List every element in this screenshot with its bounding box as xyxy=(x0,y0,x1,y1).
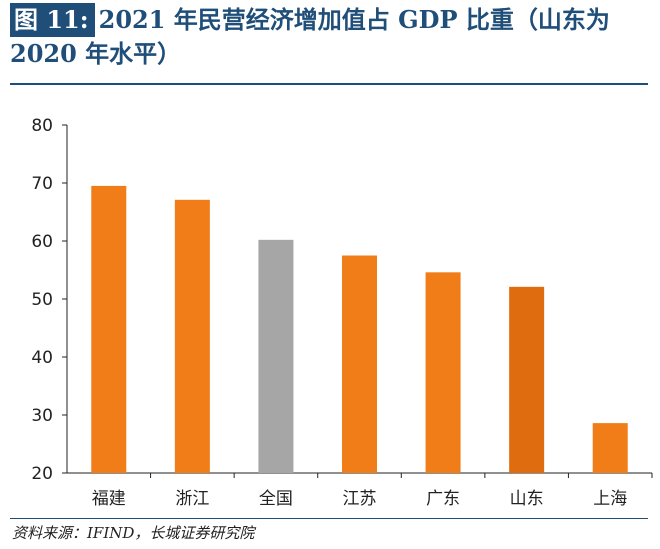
label-layer: 福建 浙江 全国 江苏 广东 山东 上海 xyxy=(92,489,627,509)
title-divider xyxy=(10,83,648,85)
y-tick-label: 50 xyxy=(31,290,53,310)
bar xyxy=(425,272,461,473)
bar xyxy=(592,423,628,473)
x-tick-label: 全国 xyxy=(259,489,293,509)
bar xyxy=(174,199,210,473)
x-tick-label: 浙江 xyxy=(175,489,209,509)
bar xyxy=(342,255,377,473)
figure-label: 图 11: xyxy=(10,3,95,37)
y-tick-label: 20 xyxy=(31,464,53,484)
bar-layer xyxy=(91,185,628,473)
bar xyxy=(509,286,545,473)
y-tick-label: 30 xyxy=(31,406,53,426)
source-note: 资料来源：IFIND，长城证券研究院 xyxy=(12,524,255,542)
x-tick-label: 山东 xyxy=(510,489,544,509)
x-tick-label: 福建 xyxy=(92,489,126,509)
bar xyxy=(258,239,294,473)
title-line-2: 2020 年水平） xyxy=(10,39,182,68)
bar xyxy=(91,185,127,473)
title-line-1: 2021 年民营经济增加值占 GDP 比重（山东为 xyxy=(98,5,610,34)
y-tick-label: 40 xyxy=(31,348,53,368)
source-divider xyxy=(10,518,648,519)
y-tick-label: 60 xyxy=(31,232,53,252)
y-tick-label: 70 xyxy=(31,174,53,194)
x-tick-label: 江苏 xyxy=(343,489,377,509)
y-tick-label: 80 xyxy=(31,116,53,136)
x-tick-label: 广东 xyxy=(426,489,460,509)
figure-title: 图 11: 2021 年民营经济增加值占 GDP 比重（山东为 2020 年水平） xyxy=(10,3,650,71)
x-tick-label: 上海 xyxy=(593,489,627,509)
